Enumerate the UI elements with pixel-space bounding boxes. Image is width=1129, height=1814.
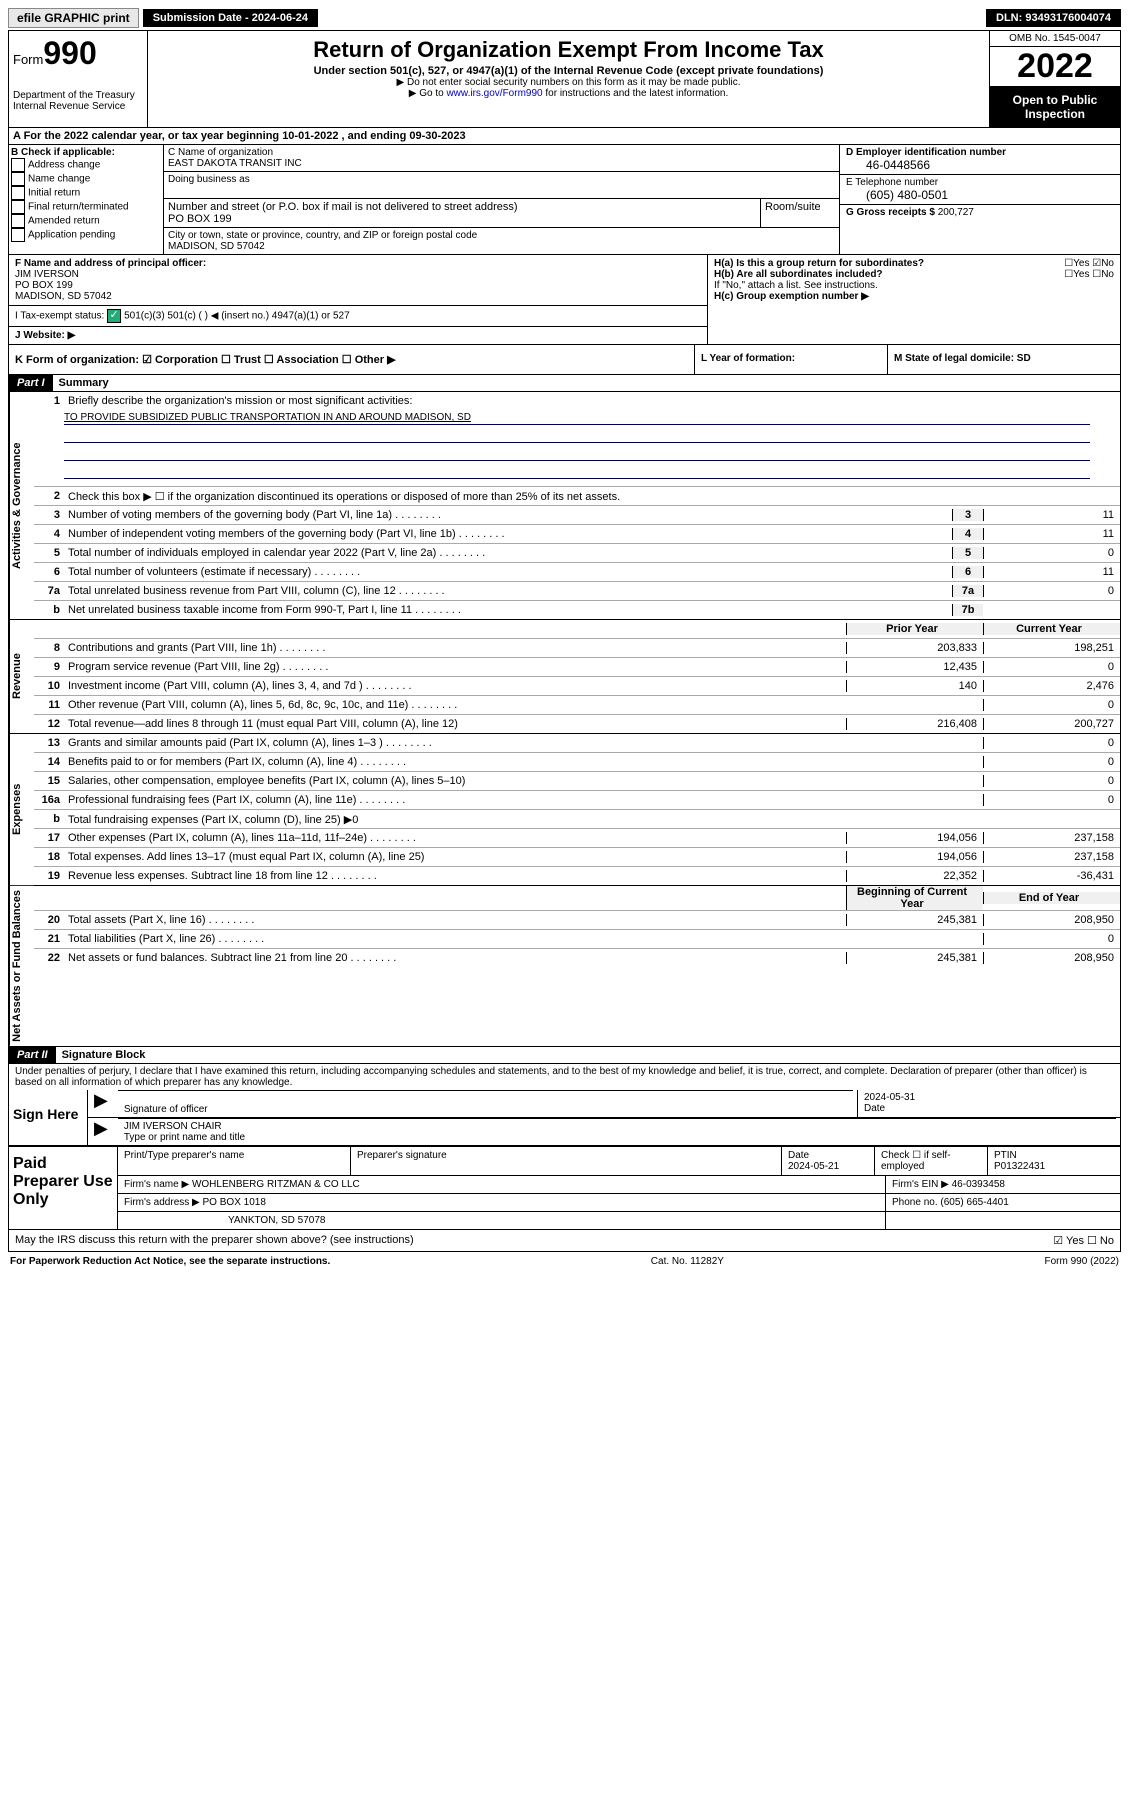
open-to-public: Open to Public Inspection (990, 87, 1120, 127)
col-d-ids: D Employer identification number 46-0448… (839, 145, 1120, 254)
irs-link[interactable]: www.irs.gov/Form990 (446, 88, 542, 99)
dln: DLN: 93493176004074 (986, 9, 1121, 27)
col-b-checkboxes: B Check if applicable: Address change Na… (9, 145, 164, 254)
expenses-section: Expenses 13Grants and similar amounts pa… (8, 734, 1121, 886)
revenue-section: Revenue Prior YearCurrent Year 8Contribu… (8, 620, 1121, 734)
org-name: EAST DAKOTA TRANSIT INC (168, 158, 835, 169)
form-number: Form990 (13, 35, 143, 72)
row-a-period: A For the 2022 calendar year, or tax yea… (8, 128, 1121, 145)
chk-pending[interactable]: Application pending (11, 228, 161, 242)
ptin: P01322431 (994, 1161, 1045, 1172)
vtab-revenue: Revenue (9, 620, 34, 733)
subtitle-1: Under section 501(c), 527, or 4947(a)(1)… (158, 65, 979, 77)
chk-amended[interactable]: Amended return (11, 214, 161, 228)
mission-text: TO PROVIDE SUBSIDIZED PUBLIC TRANSPORTAT… (64, 412, 1090, 425)
top-toolbar: efile GRAPHIC print Submission Date - 20… (8, 8, 1121, 28)
firm-ein: 46-0393458 (952, 1179, 1005, 1190)
gross-receipts: 200,727 (938, 207, 974, 218)
part1-header: Part I Summary (8, 375, 1121, 392)
sign-here-label: Sign Here (9, 1090, 87, 1145)
firm-address: PO BOX 1018 (203, 1197, 266, 1208)
vtab-expenses: Expenses (9, 734, 34, 885)
subtitle-2: ▶ Do not enter social security numbers o… (158, 77, 979, 88)
signature-block: Under penalties of perjury, I declare th… (8, 1064, 1121, 1146)
org-address: PO BOX 199 (168, 213, 756, 225)
vtab-governance: Activities & Governance (9, 392, 34, 619)
discuss-row: May the IRS discuss this return with the… (8, 1230, 1121, 1252)
paid-preparer-block: Paid Preparer Use Only Print/Type prepar… (8, 1146, 1121, 1230)
officer-name: JIM IVERSON (15, 269, 79, 280)
chk-initial[interactable]: Initial return (11, 186, 161, 200)
submission-date: Submission Date - 2024-06-24 (143, 9, 318, 27)
vtab-netassets: Net Assets or Fund Balances (9, 886, 34, 1046)
discuss-answer: ☑ Yes ☐ No (1053, 1234, 1114, 1247)
col-c-org: C Name of organization EAST DAKOTA TRANS… (164, 145, 839, 254)
netassets-section: Net Assets or Fund Balances Beginning of… (8, 886, 1121, 1047)
firm-name: WOHLENBERG RITZMAN & CO LLC (192, 1179, 360, 1190)
part2-header: Part II Signature Block (8, 1047, 1121, 1064)
tax-year: 2022 (990, 47, 1120, 87)
chk-name[interactable]: Name change (11, 172, 161, 186)
subtitle-3: ▶ Go to www.irs.gov/Form990 for instruct… (158, 88, 979, 99)
org-city: MADISON, SD 57042 (168, 241, 835, 252)
firm-phone: (605) 665-4401 (940, 1197, 1008, 1208)
page-footer: For Paperwork Reduction Act Notice, see … (8, 1252, 1121, 1271)
ein: 46-0448566 (846, 158, 1114, 172)
sig-date: 2024-05-31 (864, 1092, 915, 1103)
prep-date: 2024-05-21 (788, 1161, 839, 1172)
form-title: Return of Organization Exempt From Incom… (158, 37, 979, 63)
section-klm: K Form of organization: ☑ Corporation ☐ … (8, 345, 1121, 375)
governance-section: Activities & Governance 1Briefly describ… (8, 392, 1121, 620)
omb-number: OMB No. 1545-0047 (990, 31, 1120, 47)
chk-address[interactable]: Address change (11, 158, 161, 172)
officer-name-title: JIM IVERSON CHAIR (124, 1121, 222, 1132)
section-bcd: B Check if applicable: Address change Na… (8, 145, 1121, 255)
dept-treasury: Department of the Treasury Internal Reve… (13, 90, 143, 112)
chk-final[interactable]: Final return/terminated (11, 200, 161, 214)
telephone: (605) 480-0501 (846, 188, 1114, 202)
section-fijh: F Name and address of principal officer:… (8, 255, 1121, 345)
efile-btn[interactable]: efile GRAPHIC print (8, 8, 139, 28)
form-header: Form990 Department of the Treasury Inter… (8, 30, 1121, 128)
